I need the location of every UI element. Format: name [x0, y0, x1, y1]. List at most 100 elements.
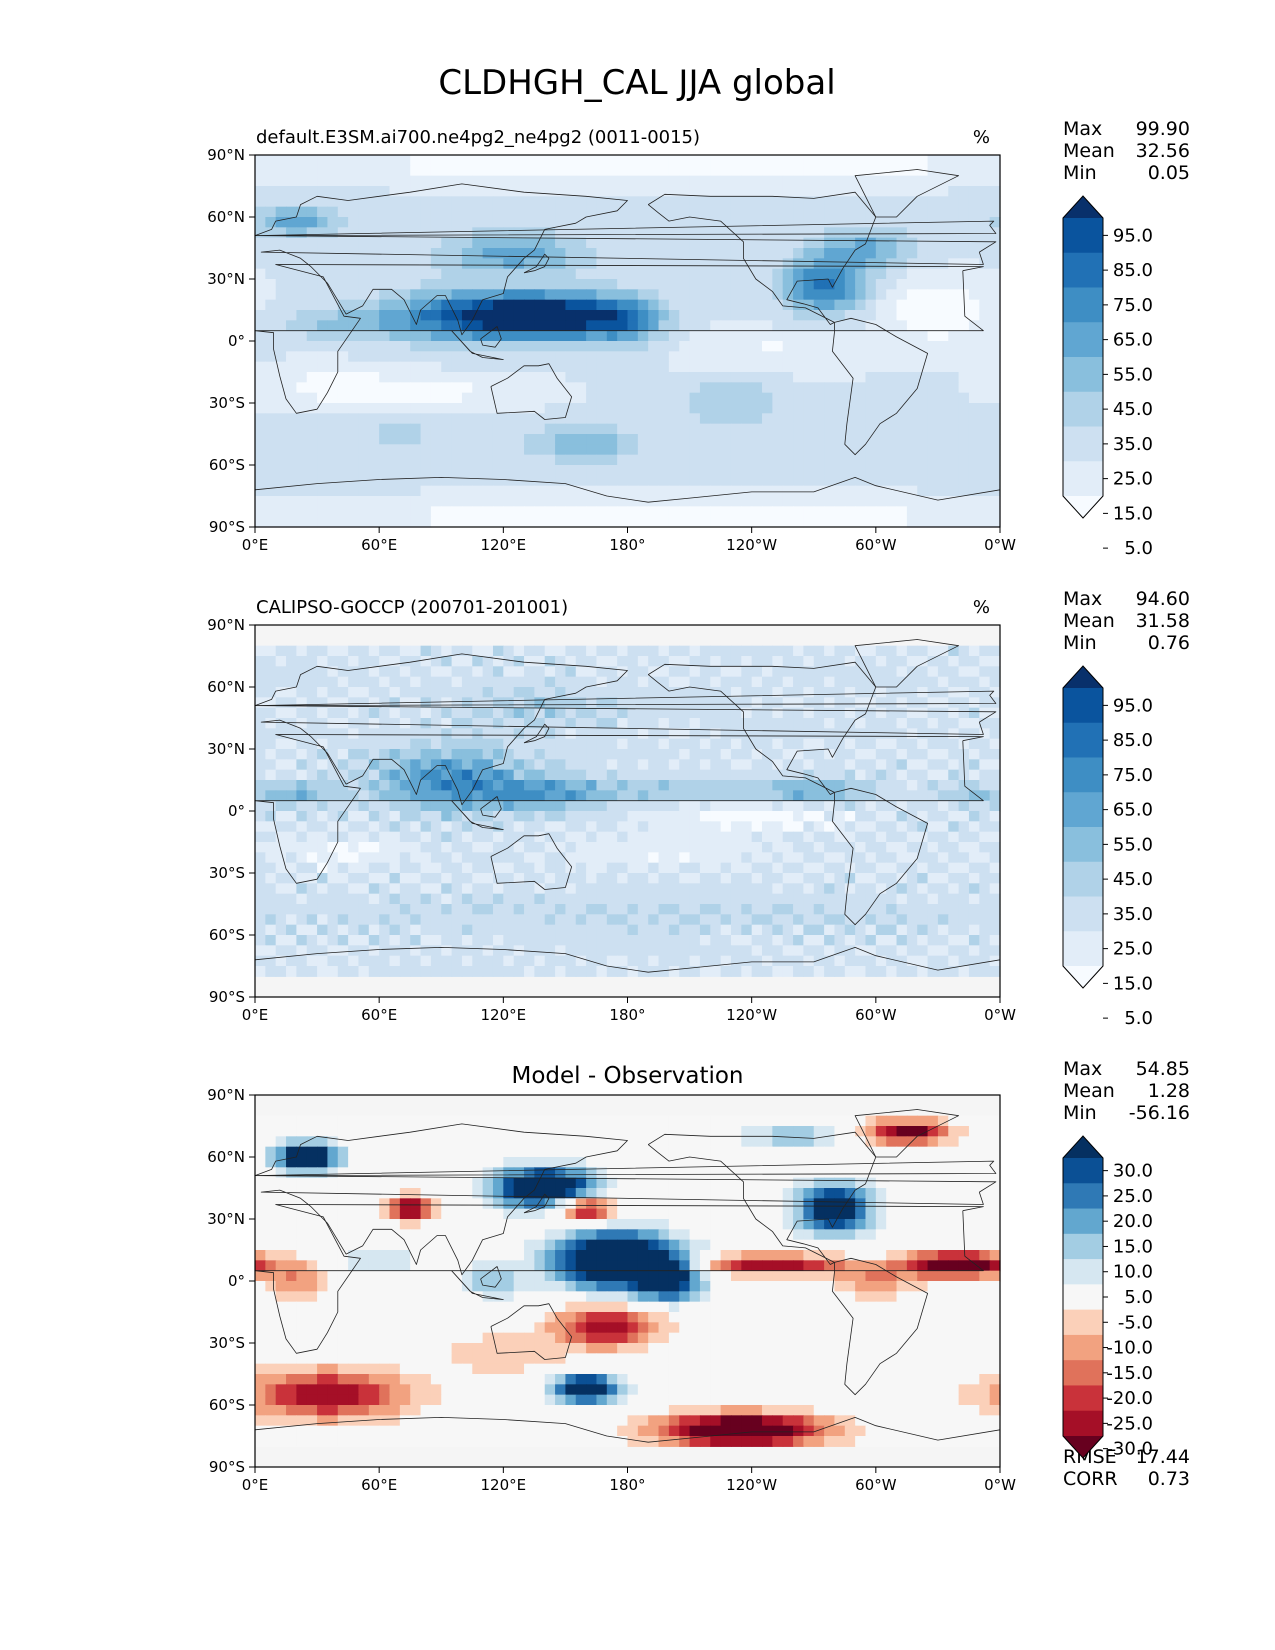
- field-cell: [844, 893, 856, 905]
- field-cell: [524, 966, 535, 977]
- field-cell: [958, 666, 970, 678]
- field-cell: [379, 790, 391, 802]
- field-cell: [379, 780, 391, 791]
- field-cell: [937, 434, 949, 445]
- field-cell: [492, 862, 504, 874]
- field-cell: [399, 496, 411, 507]
- field-cell: [668, 475, 680, 487]
- field-cell: [441, 676, 453, 688]
- field-cell: [420, 196, 432, 208]
- coastline: [523, 253, 550, 274]
- field-cell: [410, 175, 422, 187]
- field-cell: [627, 310, 639, 321]
- field-cell: [389, 165, 401, 177]
- field-cell: [803, 237, 815, 249]
- field-cell: [337, 811, 349, 822]
- field-cell: [648, 506, 660, 518]
- field-cell: [472, 392, 484, 404]
- field-cell: [544, 475, 556, 487]
- field-cell: [492, 454, 504, 466]
- field-cell: [255, 196, 266, 208]
- field-cell: [782, 790, 794, 802]
- field-cell: [741, 320, 753, 332]
- field-cell: [679, 728, 691, 740]
- field-cell: [544, 496, 556, 507]
- field-cell: [793, 392, 805, 404]
- field-cell: [575, 175, 587, 187]
- field-cell: [472, 196, 484, 208]
- field-cell: [337, 268, 349, 280]
- field-cell: [720, 718, 732, 729]
- field-cell: [844, 697, 856, 709]
- field-cell: [441, 718, 453, 729]
- field-cell: [565, 217, 577, 228]
- field-cell: [699, 728, 711, 740]
- field-cell: [306, 759, 318, 771]
- field-cell: [844, 842, 856, 853]
- field-cell: [886, 811, 898, 822]
- field-cell: [503, 341, 515, 352]
- field-cell: [296, 811, 308, 822]
- field-cell: [772, 914, 784, 926]
- field-cell: [958, 852, 970, 864]
- field-cell: [410, 718, 422, 729]
- field-cell: [720, 196, 732, 208]
- field-cell: [689, 842, 701, 853]
- field-cell: [472, 372, 484, 383]
- field-cell: [689, 749, 701, 760]
- field-cell: [337, 465, 349, 476]
- field-cell: [855, 382, 867, 394]
- field-cell: [782, 749, 794, 760]
- field-cell: [689, 821, 701, 833]
- field-cell: [492, 341, 504, 352]
- field-cell: [358, 454, 370, 466]
- field-cell: [255, 403, 266, 414]
- field-cell: [461, 914, 473, 926]
- field-cell: [306, 883, 318, 895]
- field-cell: [741, 924, 753, 936]
- field-cell: [803, 966, 815, 977]
- field-cell: [844, 434, 856, 445]
- field-cell: [699, 413, 711, 425]
- field-cell: [917, 862, 929, 874]
- field-cell: [751, 893, 763, 905]
- field-cell: [886, 341, 898, 352]
- field-cell: [513, 165, 525, 177]
- field-cell: [286, 506, 297, 518]
- field-cell: [286, 676, 297, 688]
- x-tick-label: 180°: [609, 536, 645, 554]
- field-cell: [875, 351, 887, 363]
- field-cell: [586, 248, 598, 259]
- field-cell: [658, 790, 670, 802]
- field-cell: [906, 966, 918, 977]
- field-cell: [710, 485, 722, 497]
- field-cell: [968, 444, 980, 456]
- field-cell: [544, 155, 556, 166]
- field-cell: [679, 893, 691, 905]
- field-cell: [824, 465, 836, 476]
- field-cell: [627, 811, 639, 822]
- field-cell: [286, 175, 297, 187]
- field-cell: [544, 955, 556, 967]
- field-cell: [317, 310, 329, 321]
- field-cell: [513, 279, 525, 290]
- field-cell: [989, 361, 1001, 373]
- field-cell: [979, 155, 991, 166]
- field-cell: [730, 299, 742, 311]
- field-cell: [306, 697, 318, 709]
- field-cell: [472, 769, 484, 781]
- field-cell: [948, 873, 960, 884]
- field-cell: [399, 392, 411, 404]
- field-cell: [617, 196, 629, 208]
- field-cell: [399, 842, 411, 853]
- field-cell: [306, 310, 318, 321]
- field-cell: [317, 749, 329, 760]
- field-cell: [617, 454, 629, 466]
- field-cell: [803, 217, 815, 228]
- field-cell: [948, 485, 960, 497]
- field-cell: [793, 206, 805, 218]
- field-cell: [275, 800, 287, 812]
- field-cell: [699, 821, 711, 833]
- field-cell: [958, 842, 970, 853]
- field-cell: [648, 289, 660, 301]
